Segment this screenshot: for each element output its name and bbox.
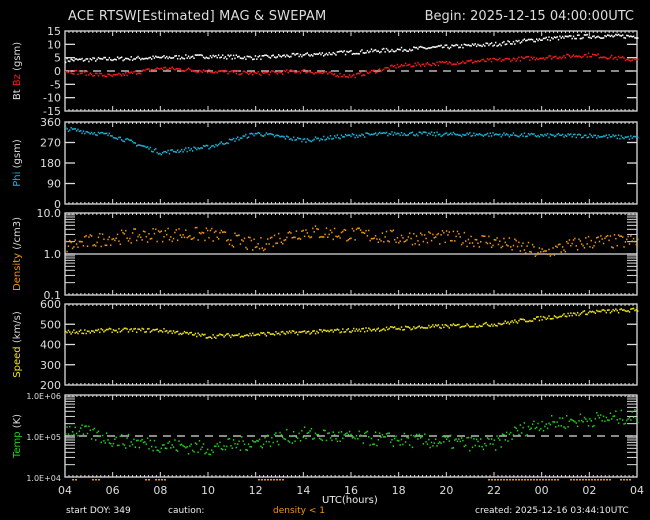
y-tick-label: 0 bbox=[54, 65, 61, 78]
y-tick-label: 200 bbox=[40, 379, 61, 392]
x-tick-label: 12 bbox=[249, 484, 263, 497]
y-tick-label: 180 bbox=[40, 157, 61, 170]
y-tick-label: 270 bbox=[40, 137, 61, 150]
x-tick-label: 06 bbox=[106, 484, 120, 497]
x-tick-label: 00 bbox=[535, 484, 549, 497]
y-axis-label: Temp (K) bbox=[12, 414, 23, 459]
y-tick-label: 1.0E+04 bbox=[26, 474, 61, 483]
y-tick-label: 10.0 bbox=[37, 207, 62, 220]
y-tick-label: 5 bbox=[54, 52, 61, 65]
panel-2: 10.0 1.0 0.1 Density (/cm3) bbox=[12, 207, 639, 302]
y-tick-label: 500 bbox=[40, 318, 61, 331]
y-tick-label: 300 bbox=[40, 359, 61, 372]
y-axis-label: Phi (gsm) bbox=[12, 139, 23, 187]
y-tick-label: 90 bbox=[47, 178, 61, 191]
created-time: created: 2025-12-16 03:44:10UTC bbox=[475, 506, 629, 516]
y-tick-label: -5 bbox=[50, 78, 61, 91]
y-tick-label: 600 bbox=[40, 298, 61, 311]
y-tick-label: 15 bbox=[47, 25, 61, 38]
y-tick-label: 360 bbox=[40, 116, 61, 129]
y-tick-label: -15 bbox=[43, 105, 61, 118]
y-tick-label: 400 bbox=[40, 339, 61, 352]
y-axis-label: Density (/cm3) bbox=[12, 217, 23, 291]
y-tick-label: 1.0 bbox=[44, 248, 62, 261]
panel-3: 600 500 400 300 200 Speed (km/s) bbox=[12, 298, 639, 392]
y-tick-label: 10 bbox=[47, 38, 61, 51]
x-tick-label: 20 bbox=[439, 484, 453, 497]
y-tick-label: 1.0E+05 bbox=[26, 433, 61, 442]
caution-label: caution: bbox=[168, 506, 205, 516]
x-tick-label: 02 bbox=[582, 484, 596, 497]
x-tick-label: 14 bbox=[296, 484, 310, 497]
x-tick-label: 08 bbox=[153, 484, 167, 497]
x-tick-label: 18 bbox=[392, 484, 406, 497]
x-tick-label: 04 bbox=[630, 484, 644, 497]
start-doy: start DOY: 349 bbox=[66, 506, 131, 516]
x-tick-label: 10 bbox=[201, 484, 215, 497]
x-tick-label: 16 bbox=[344, 484, 358, 497]
y-tick-label: -10 bbox=[43, 92, 61, 105]
y-tick-label: 1.0E+06 bbox=[26, 392, 61, 401]
y-axis-label: Bt Bz (gsm) bbox=[12, 42, 23, 100]
begin-time: Begin: 2025-12-15 04:00:00UTC bbox=[424, 9, 634, 24]
panel-4: 1.0E+06 1.0E+05 1.0E+04 Temp (K) bbox=[12, 392, 639, 483]
x-tick-label: 04 bbox=[58, 484, 72, 497]
y-tick-label: 0 bbox=[54, 198, 61, 211]
x-tick-label: 22 bbox=[487, 484, 501, 497]
x-axis-label: UTC(hours) bbox=[322, 495, 378, 506]
chart-title: ACE RTSW[Estimated] MAG & SWEPAM bbox=[68, 9, 327, 24]
y-tick-label: 0.1 bbox=[44, 289, 62, 302]
y-axis-label: Speed (km/s) bbox=[12, 311, 23, 378]
caution-value: density < 1 bbox=[273, 506, 325, 516]
panel-1: 360 270 180 90 0 Phi (gsm) bbox=[12, 116, 639, 211]
